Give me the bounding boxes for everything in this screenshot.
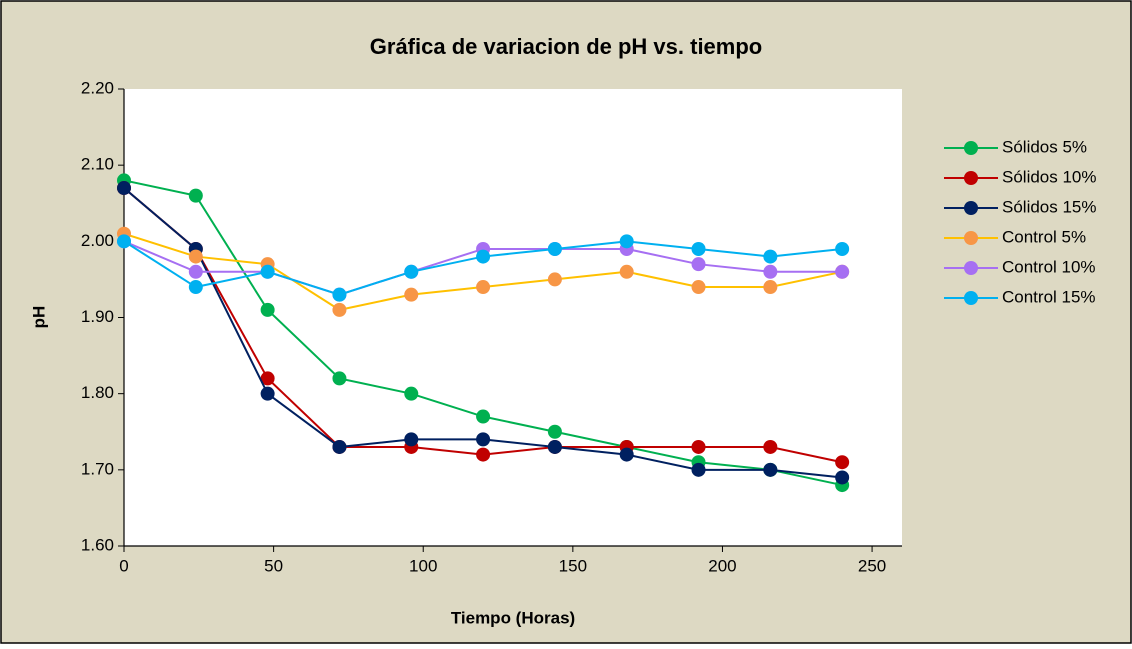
data-point	[404, 432, 419, 447]
legend-label: Sólidos 5%	[1002, 137, 1087, 156]
data-point	[835, 264, 850, 279]
y-tick-label: 1.70	[81, 459, 114, 478]
y-tick-label: 2.00	[81, 231, 114, 250]
data-point	[835, 470, 850, 485]
data-point	[332, 371, 347, 386]
x-tick-label: 200	[708, 556, 736, 575]
legend-label: Sólidos 10%	[1002, 167, 1097, 186]
data-point	[117, 234, 131, 249]
data-point	[619, 447, 634, 462]
legend-marker	[964, 201, 978, 215]
data-point	[619, 264, 634, 279]
chart-title: Gráfica de variacion de pH vs. tiempo	[370, 34, 762, 59]
legend-marker	[964, 231, 978, 245]
data-point	[691, 257, 706, 272]
data-point	[332, 302, 347, 317]
data-point	[691, 439, 706, 454]
data-point	[547, 424, 562, 439]
data-point	[188, 280, 203, 295]
data-point	[763, 439, 778, 454]
x-tick-label: 50	[264, 556, 283, 575]
y-tick-label: 1.60	[81, 535, 114, 554]
data-point	[476, 409, 491, 424]
data-point	[691, 462, 706, 477]
data-point	[763, 264, 778, 279]
data-point	[260, 264, 275, 279]
data-point	[188, 264, 203, 279]
y-tick-label: 2.20	[81, 78, 114, 97]
data-point	[835, 455, 850, 470]
data-point	[619, 234, 634, 249]
data-point	[188, 188, 203, 203]
data-point	[404, 264, 419, 279]
legend-label: Control 10%	[1002, 257, 1096, 276]
data-point	[404, 386, 419, 401]
data-point	[691, 280, 706, 295]
data-point	[404, 287, 419, 302]
data-point	[260, 302, 275, 317]
data-point	[260, 371, 275, 386]
data-point	[547, 241, 562, 256]
data-point	[547, 439, 562, 454]
data-point	[260, 386, 275, 401]
legend-marker	[964, 261, 978, 275]
legend-marker	[964, 291, 978, 305]
x-axis-label: Tiempo (Horas)	[451, 608, 575, 627]
data-point	[188, 249, 203, 264]
x-tick-label: 0	[119, 556, 128, 575]
data-point	[476, 432, 491, 447]
data-point	[332, 287, 347, 302]
y-tick-label: 2.10	[81, 155, 114, 174]
y-tick-label: 1.80	[81, 383, 114, 402]
data-point	[835, 241, 850, 256]
data-point	[691, 241, 706, 256]
legend-label: Control 5%	[1002, 227, 1086, 246]
legend-label: Control 15%	[1002, 287, 1096, 306]
data-point	[763, 280, 778, 295]
y-axis-label: pH	[29, 306, 48, 329]
legend-marker	[964, 141, 978, 155]
x-tick-label: 100	[409, 556, 437, 575]
data-point	[476, 447, 491, 462]
x-tick-label: 250	[858, 556, 886, 575]
data-point	[547, 272, 562, 287]
x-tick-label: 150	[559, 556, 587, 575]
data-point	[117, 181, 131, 196]
y-tick-label: 1.90	[81, 307, 114, 326]
data-point	[332, 439, 347, 454]
data-point	[476, 249, 491, 264]
data-point	[476, 280, 491, 295]
plot-area	[124, 89, 902, 546]
legend-marker	[964, 171, 978, 185]
legend-label: Sólidos 15%	[1002, 197, 1097, 216]
data-point	[763, 249, 778, 264]
data-point	[763, 462, 778, 477]
